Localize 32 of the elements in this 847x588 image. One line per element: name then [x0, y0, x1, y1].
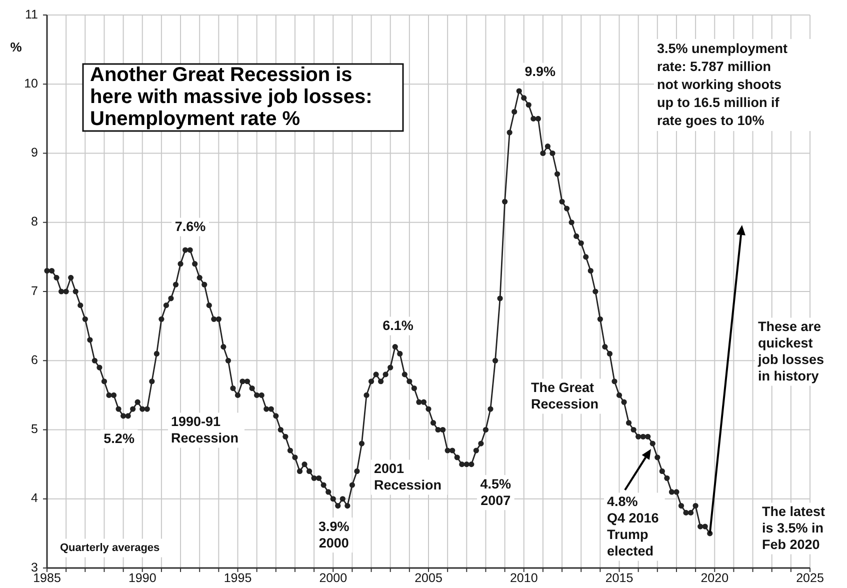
text: Another Great Recession is here with massive job losses: Unemployment rate %: [90, 64, 372, 130]
x-tick-label: 2015: [605, 571, 634, 585]
x-tick-label: 2020: [700, 571, 729, 585]
annotation: Quarterly averages: [60, 542, 160, 554]
annotation: 7.6%: [174, 218, 206, 234]
annotation: 1990-91 Recession: [171, 414, 239, 446]
x-tick-label: 1990: [128, 571, 156, 585]
annotation: 2001 Recession: [374, 460, 442, 492]
annotation: 6.1%: [382, 318, 414, 333]
x-tick-label: 2005: [414, 571, 442, 585]
annotation: 3.5% unemployment rate: 5.787 million not working shoots up to 16.5 million if rate goes to 10%: [657, 40, 788, 128]
annotation: 3.9% 2000: [318, 518, 350, 550]
x-tick-label: 1995: [224, 571, 252, 585]
annotation: 5.2%: [104, 430, 134, 446]
y-tick-label: 4: [31, 491, 38, 506]
y-tick-label: 8: [31, 214, 38, 229]
y-tick-label: 6: [31, 352, 38, 367]
x-tick-label: 2000: [319, 571, 348, 585]
annotation: These are quickest job losses in history: [757, 318, 824, 384]
annotation: 4.8% Q4 2016 Trump elected: [607, 494, 660, 558]
y-tick-label: 10: [24, 76, 38, 90]
y-tick-label: 9: [31, 146, 38, 160]
x-tick-label: 2010: [510, 571, 538, 585]
annotation: 4.5% 2007: [480, 476, 512, 508]
annotation: 9.9%: [524, 64, 556, 79]
y-tick-label: 5: [31, 422, 38, 436]
y-axis-title: %: [10, 39, 22, 54]
annotation: The latest is 3.5% in Feb 2020: [762, 504, 826, 552]
annotation: The Great Recession: [531, 380, 599, 412]
y-tick-label: 7: [31, 284, 38, 298]
y-tick-label: 11: [25, 7, 38, 22]
x-tick-label: 2025: [796, 571, 824, 585]
